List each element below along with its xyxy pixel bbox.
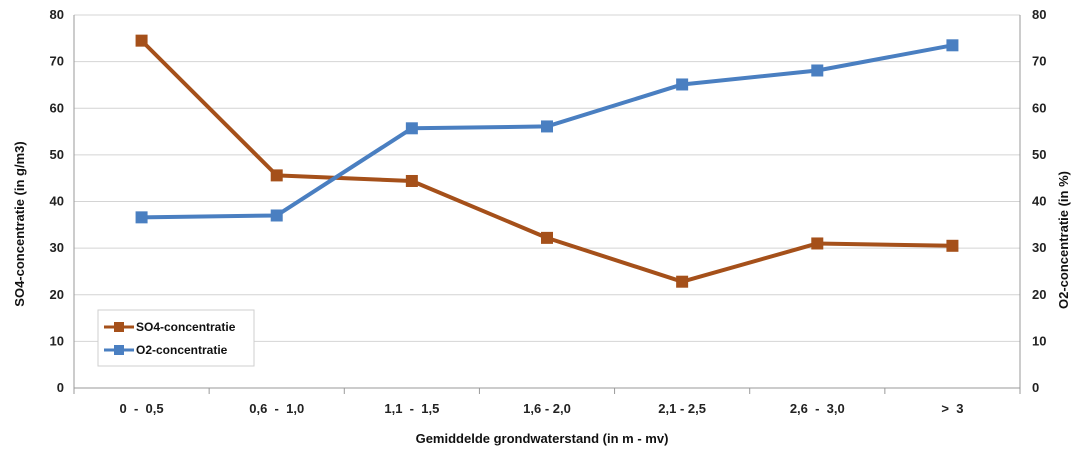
y2-tick-label: 40 (1032, 194, 1046, 209)
y2-tick-label: 60 (1032, 100, 1046, 115)
x-tick-label: 2,6 - 3,0 (790, 401, 845, 416)
y2-tick-label: 30 (1032, 240, 1046, 255)
data-point-so4 (811, 237, 824, 250)
y-axis-label: SO4-concentratie (in g/m3) (12, 141, 27, 306)
series-line-so4 (140, 39, 953, 284)
data-point-o2 (946, 39, 959, 52)
data-point-o2 (811, 64, 824, 77)
x-tick-label: 0 - 0,5 (120, 401, 164, 416)
series (135, 34, 959, 288)
y2-tick-label: 10 (1032, 333, 1046, 348)
y2-axis-label: O2-concentratie (in %) (1056, 171, 1071, 309)
data-point-o2 (270, 209, 283, 222)
y2-tick-label: 0 (1032, 380, 1039, 395)
legend-o2-label: O2-concentratie (136, 343, 228, 357)
legend-so4-marker (114, 322, 124, 332)
legend-box (97, 309, 255, 367)
data-point-o2 (405, 122, 418, 135)
tick-labels: 0 10 20 30 40 50 60 70 80 0 10 20 30 40 50 60 70 80 0 - 0,… (50, 7, 1047, 416)
y2-tick-label: 70 (1032, 54, 1046, 69)
y-tick-label: 40 (50, 194, 64, 209)
legend: SO4-concentratie O2-concentratie (97, 309, 255, 367)
data-point-so4 (541, 231, 553, 244)
x-tick-label: 0,6 - 1,0 (249, 401, 304, 416)
y-tick-label: 30 (50, 240, 64, 255)
y-tick-label: 60 (50, 100, 64, 115)
data-point-so4 (676, 275, 689, 288)
data-point-o2 (135, 211, 148, 224)
data-point-o2 (676, 78, 689, 91)
data-point-so4 (946, 239, 959, 252)
y-tick-label: 10 (50, 333, 64, 348)
legend-so4-label: SO4-concentratie (136, 320, 236, 334)
axes (73, 15, 1021, 394)
y-tick-label: 80 (50, 7, 64, 22)
x-tick-label: 2,1 - 2,5 (658, 401, 706, 416)
legend-o2-marker (114, 345, 124, 355)
data-point-so4 (405, 174, 418, 187)
y-tick-label: 70 (50, 54, 64, 69)
y2-tick-label: 80 (1032, 7, 1046, 22)
y-tick-label: 20 (50, 287, 64, 302)
x-axis-label: Gemiddelde grondwaterstand (in m - mv) (416, 431, 669, 446)
gridlines (74, 14, 1020, 342)
y-tick-label: 50 (50, 147, 64, 162)
y2-tick-label: 20 (1032, 287, 1046, 302)
data-point-so4 (135, 34, 148, 47)
x-tick-label: 1,6 - 2,0 (523, 401, 571, 416)
y2-tick-label: 50 (1032, 147, 1046, 162)
x-tick-label: > 3 (941, 401, 963, 416)
data-point-so4 (270, 169, 283, 182)
y-tick-label: 0 (57, 380, 64, 395)
x-tick-label: 1,1 - 1,5 (384, 401, 439, 416)
data-point-o2 (541, 120, 553, 133)
